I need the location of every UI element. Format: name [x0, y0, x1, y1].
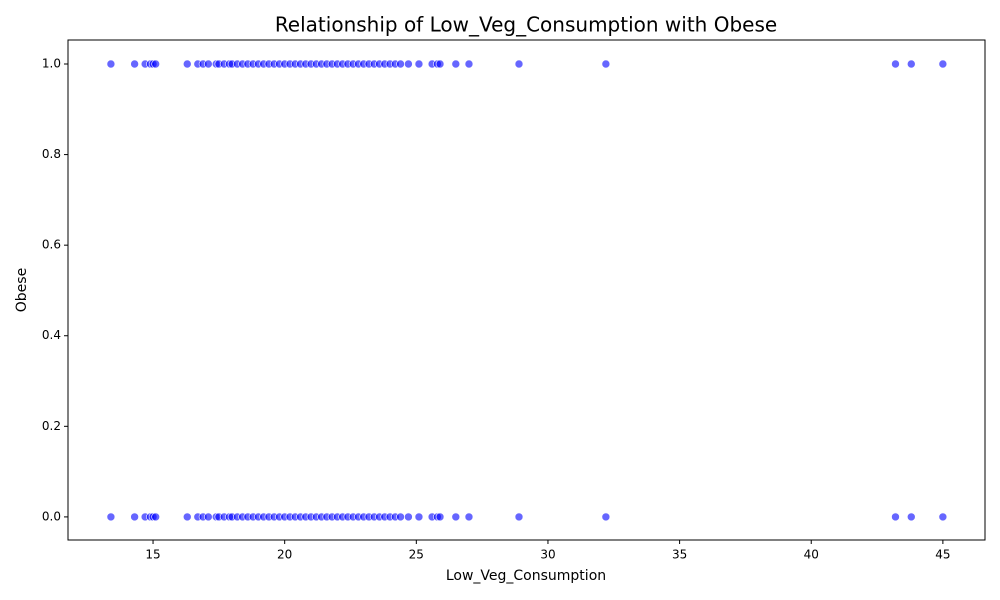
point — [130, 59, 139, 69]
y-tick-label: 0.6 — [42, 238, 61, 252]
point — [182, 59, 192, 69]
point — [414, 512, 424, 522]
point — [404, 59, 413, 69]
point — [906, 512, 916, 522]
point — [906, 59, 916, 69]
point — [182, 512, 192, 522]
point — [106, 512, 116, 522]
x-tick-label: 45 — [935, 548, 950, 562]
point — [106, 59, 116, 69]
point — [204, 512, 213, 522]
x-tick-label: 20 — [277, 548, 292, 562]
point — [601, 512, 611, 522]
chart-title: Relationship of Low_Veg_Consumption with… — [275, 13, 777, 37]
point — [151, 512, 160, 522]
point — [130, 512, 139, 522]
point — [891, 59, 900, 69]
point — [414, 59, 424, 69]
y-tick-label: 0.8 — [42, 147, 61, 161]
y-tick-label: 1.0 — [42, 57, 61, 71]
point — [396, 512, 405, 522]
x-tick-label: 15 — [145, 548, 160, 562]
point — [204, 59, 213, 69]
y-tick-label: 0.4 — [42, 328, 61, 342]
x-axis-label: Low_Veg_Consumption — [446, 568, 606, 584]
point — [938, 512, 948, 522]
point — [435, 59, 445, 69]
x-tick-label: 30 — [540, 548, 555, 562]
point — [514, 59, 524, 69]
point — [891, 512, 900, 522]
point — [938, 59, 948, 69]
x-tick-label: 40 — [804, 548, 819, 562]
y-axis-label: Obese — [14, 268, 30, 312]
point — [404, 512, 413, 522]
y-tick-label: 0.2 — [42, 419, 61, 433]
x-tick-label: 35 — [672, 548, 687, 562]
point — [151, 59, 160, 69]
x-tick-label: 25 — [409, 548, 424, 562]
point — [396, 59, 405, 69]
point — [464, 59, 474, 69]
point — [514, 512, 524, 522]
point — [451, 512, 461, 522]
point — [464, 512, 474, 522]
plot-frame — [67, 39, 986, 541]
y-tick-label: 0.0 — [42, 509, 61, 523]
point — [451, 59, 461, 69]
point — [601, 59, 611, 69]
point — [435, 512, 445, 522]
